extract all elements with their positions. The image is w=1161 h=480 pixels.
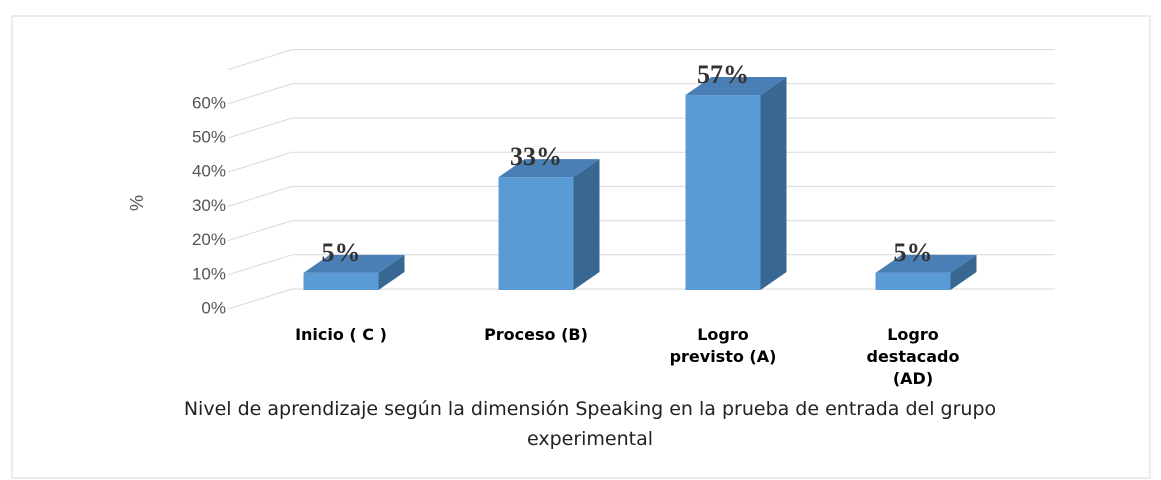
bar (498, 177, 574, 290)
y-tick-label: 40% (192, 162, 226, 181)
bar-top (498, 159, 600, 178)
value-label: 5% (322, 238, 361, 267)
x-axis-title: Nivel de aprendizaje según la dimensión … (183, 398, 997, 450)
y-axis-title: % (127, 195, 147, 211)
x-tick-label: Logro previsto (A) (669, 325, 777, 366)
bar (685, 95, 761, 290)
bar-top (685, 77, 787, 96)
x-tick-label: Proceso (B) (484, 325, 588, 344)
value-label: 57% (697, 60, 749, 89)
value-label: 5% (894, 238, 933, 267)
grid-line (227, 151, 293, 173)
bar-top (303, 254, 405, 273)
y-tick-label: 50% (192, 127, 226, 146)
bar-side (573, 159, 600, 290)
bar (875, 272, 951, 290)
y-tick-label: 30% (192, 196, 226, 215)
grid-line (227, 185, 293, 207)
y-tick-label: 60% (192, 93, 226, 112)
bar-side (950, 254, 977, 290)
grid-line (227, 117, 293, 139)
y-tick-label: 0% (201, 298, 226, 317)
grid-line (227, 49, 293, 71)
bar-side (378, 254, 405, 290)
frame (11, 15, 1151, 479)
y-tick-label: 10% (192, 264, 226, 283)
bar-top (875, 254, 977, 273)
y-tick-label: 20% (192, 230, 226, 249)
x-tick-label: Inicio ( C ) (295, 325, 387, 344)
grid-line (227, 220, 293, 242)
x-tick-label: Logro destacado (AD) (866, 325, 960, 388)
bar-side (760, 77, 787, 290)
grid-line (227, 254, 293, 276)
grid-line (227, 288, 293, 310)
value-label: 33% (510, 142, 562, 171)
bar (303, 272, 379, 290)
grid-line (227, 83, 293, 105)
